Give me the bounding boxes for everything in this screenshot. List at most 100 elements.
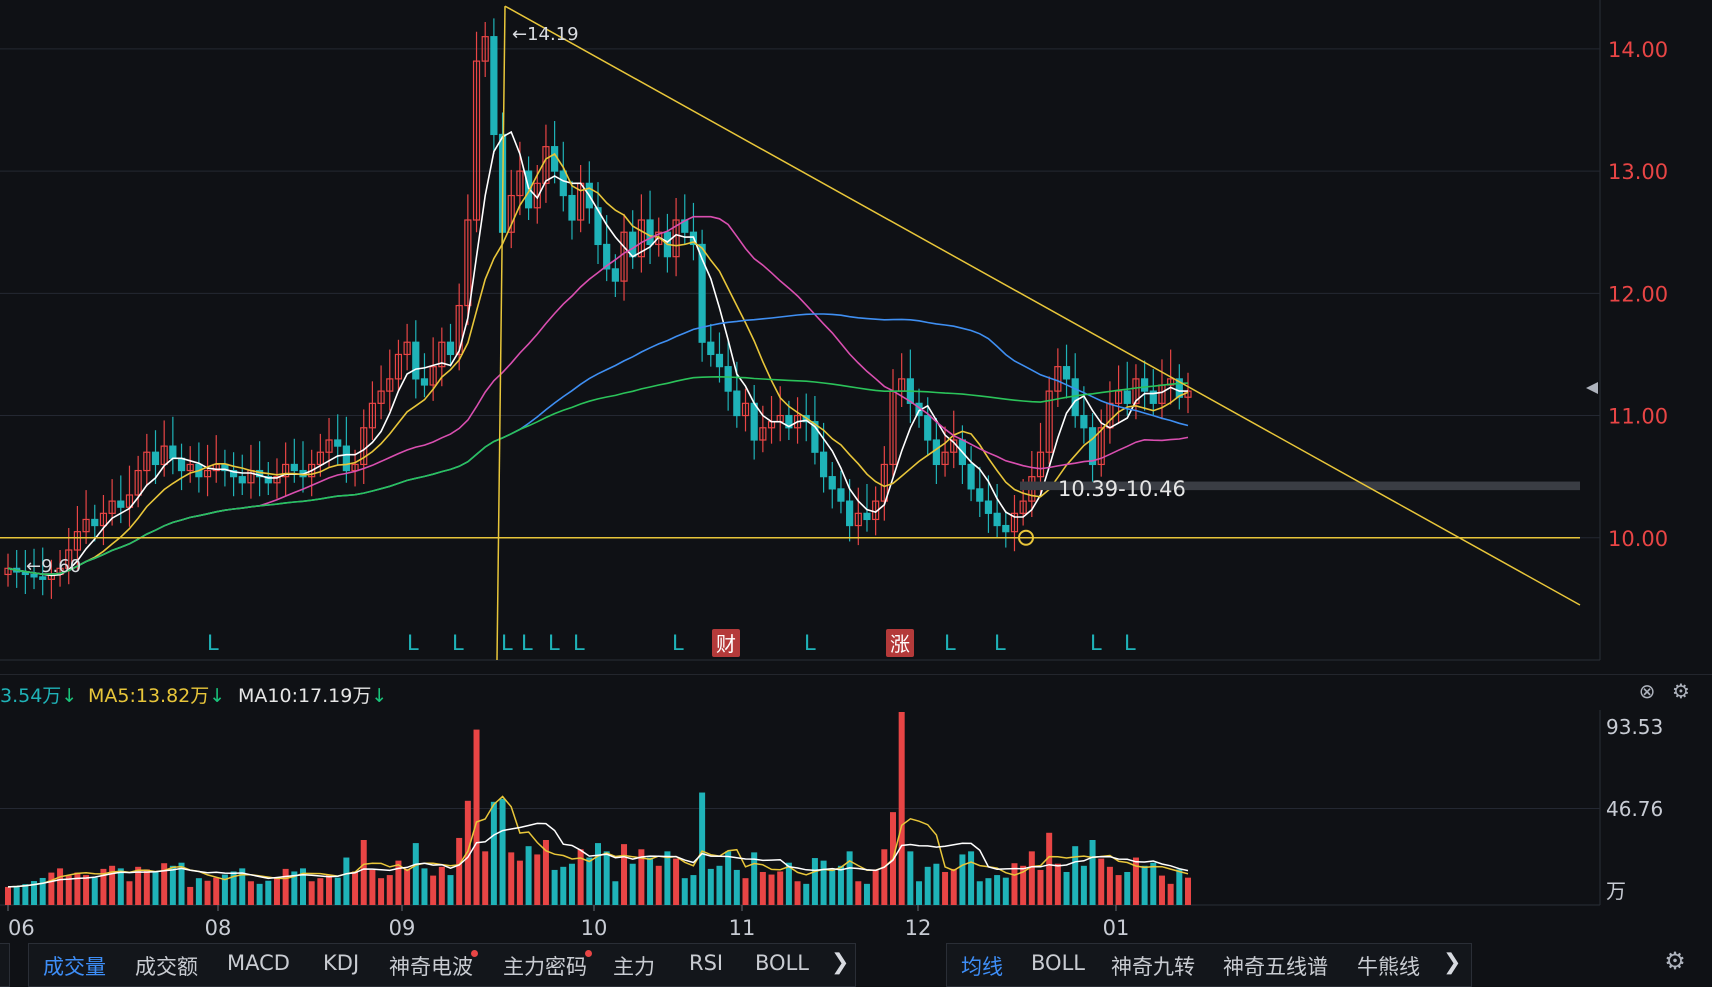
candle	[1088, 427, 1097, 466]
volume-bar	[57, 868, 64, 905]
volume-bar	[976, 881, 983, 905]
volume-bar	[846, 851, 853, 905]
candle	[308, 463, 316, 478]
tab-magic-wave[interactable]: 神奇电波	[389, 955, 473, 979]
month-label: 12	[905, 916, 932, 940]
tab-magic-nine[interactable]: 神奇九转	[1111, 955, 1195, 979]
volume-bar	[482, 851, 489, 905]
volume-bar	[542, 839, 549, 905]
settings-gear-icon[interactable]: ⚙	[1664, 947, 1686, 975]
signal-l: L	[804, 631, 816, 655]
candle	[819, 451, 828, 478]
month-label: 10	[581, 916, 608, 940]
month-label: 08	[205, 916, 232, 940]
volume-bar	[508, 852, 515, 905]
tab-kdj[interactable]: KDJ	[323, 951, 360, 975]
chevron-right-icon[interactable]: ❯	[1443, 950, 1462, 975]
candle	[1071, 378, 1079, 417]
gear-icon[interactable]: ⚙	[1672, 679, 1690, 703]
volume-bar	[74, 872, 81, 905]
volume-bar	[239, 868, 246, 905]
volume-bar	[143, 869, 150, 905]
volume-bar	[464, 800, 471, 905]
candle	[646, 219, 654, 246]
candle	[551, 146, 559, 172]
candle	[785, 414, 793, 429]
volume-bar	[256, 883, 263, 905]
candle	[637, 219, 645, 258]
signal-l: L	[207, 631, 219, 655]
candle	[507, 194, 515, 233]
tab-volume[interactable]: 成交量	[43, 955, 106, 979]
candle	[39, 576, 47, 580]
volume-bar	[1046, 832, 1053, 905]
tab-main-force[interactable]: 主力	[613, 955, 655, 979]
candle	[394, 353, 403, 380]
candle	[30, 573, 38, 578]
ma-line	[7, 313, 1189, 575]
candle	[984, 500, 993, 514]
candle	[91, 518, 99, 527]
candle	[568, 194, 576, 221]
signal-l: L	[452, 631, 464, 655]
volume-bar	[707, 868, 714, 905]
volume-bar	[1020, 865, 1027, 905]
candle	[811, 421, 819, 453]
tab-macd[interactable]: MACD	[227, 951, 290, 975]
volume-bar	[1132, 857, 1139, 905]
volume-bar	[230, 871, 237, 905]
ma-line	[7, 375, 1189, 575]
candle	[863, 512, 871, 521]
volume-bar	[629, 863, 636, 905]
vol-tick-label: 46.76	[1606, 797, 1663, 821]
volume-bar	[430, 875, 437, 905]
candle	[134, 469, 142, 496]
tab-main-code[interactable]: 主力密码	[503, 955, 587, 979]
tab-turnover[interactable]: 成交额	[135, 955, 198, 979]
tab-boll-overlay[interactable]: BOLL	[1031, 951, 1085, 975]
candle	[490, 36, 498, 136]
volume-bar	[863, 883, 870, 905]
low-marker	[1018, 529, 1034, 546]
signal-l: L	[994, 631, 1006, 655]
volume-bar	[326, 875, 333, 905]
candle	[1167, 378, 1175, 386]
volume-bar	[352, 871, 359, 905]
volume-bar	[1011, 863, 1018, 905]
volume-bar	[109, 865, 116, 905]
volume-bar	[48, 872, 55, 905]
candle	[620, 231, 628, 282]
tab-ma[interactable]: 均线	[961, 955, 1003, 979]
volume-bar	[985, 878, 992, 905]
candle	[238, 476, 246, 484]
volume-bar	[759, 871, 766, 905]
volume-bar	[31, 881, 38, 905]
close-icon[interactable]: ⊗	[1638, 679, 1656, 703]
candle	[82, 518, 90, 533]
candle	[924, 414, 932, 441]
candle	[1080, 414, 1088, 429]
volume-bar	[785, 862, 792, 905]
volume-bar	[664, 851, 671, 905]
candle	[1141, 378, 1149, 392]
candle	[611, 268, 619, 282]
price-tick-label: 12.00	[1608, 282, 1668, 306]
candle	[724, 366, 732, 392]
price-pointer	[1586, 382, 1598, 394]
volume-bar	[213, 877, 220, 905]
low-annotation: ←9.60	[26, 556, 81, 577]
marker-bg	[886, 629, 914, 657]
candle	[715, 353, 724, 368]
candle	[828, 476, 836, 490]
tab-rsi[interactable]: RSI	[689, 951, 724, 975]
tab-bull-bear[interactable]: 牛熊线	[1357, 955, 1420, 979]
signal-l: L	[521, 631, 533, 655]
tab-magic-five[interactable]: 神奇五线谱	[1223, 955, 1328, 979]
volume-bar	[1115, 875, 1122, 905]
tab-boll[interactable]: BOLL	[755, 951, 809, 975]
volume-ma-prev: 3.54万↓	[0, 685, 78, 707]
chevron-right-icon[interactable]: ❯	[831, 950, 850, 975]
volume-bar	[638, 849, 645, 905]
candle	[1097, 427, 1105, 466]
